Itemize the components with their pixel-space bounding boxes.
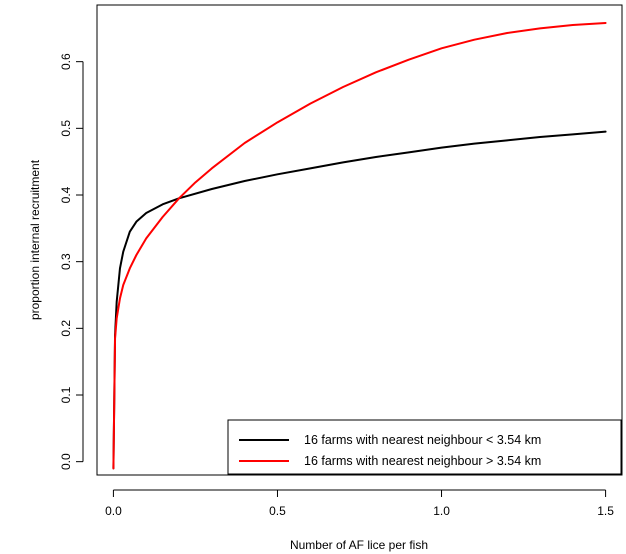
x-tick-label: 0.0 [105, 504, 122, 518]
legend-label-series-2: 16 farms with nearest neighbour > 3.54 k… [304, 454, 541, 468]
y-tick-label: 0.4 [59, 186, 73, 203]
x-axis: 0.0 0.5 1.0 1.5 [105, 489, 614, 518]
x-axis-label: Number of AF lice per fish [290, 538, 428, 552]
plot-area-frame [96, 4, 623, 476]
y-tick-label: 0.0 [59, 453, 73, 470]
series-line-1 [112, 130, 607, 470]
y-tick-label: 0.3 [59, 253, 73, 270]
y-tick-label: 0.1 [59, 386, 73, 403]
y-tick-label: 0.2 [59, 320, 73, 337]
y-tick-label: 0.5 [59, 120, 73, 137]
series-line-2 [112, 22, 607, 470]
y-axis: 0.0 0.1 0.2 0.3 0.4 0.5 0.6 [59, 53, 84, 470]
x-tick-label: 1.5 [597, 504, 614, 518]
y-tick-label: 0.6 [59, 53, 73, 70]
legend-label-series-1: 16 farms with nearest neighbour < 3.54 k… [304, 433, 541, 447]
legend-box [227, 419, 622, 475]
legend: 16 farms with nearest neighbour < 3.54 k… [227, 419, 622, 475]
y-axis-label: proportion internal recruitment [28, 159, 42, 320]
x-tick-label: 1.0 [433, 504, 450, 518]
x-tick-label: 0.5 [269, 504, 286, 518]
series-lines [112, 22, 607, 470]
